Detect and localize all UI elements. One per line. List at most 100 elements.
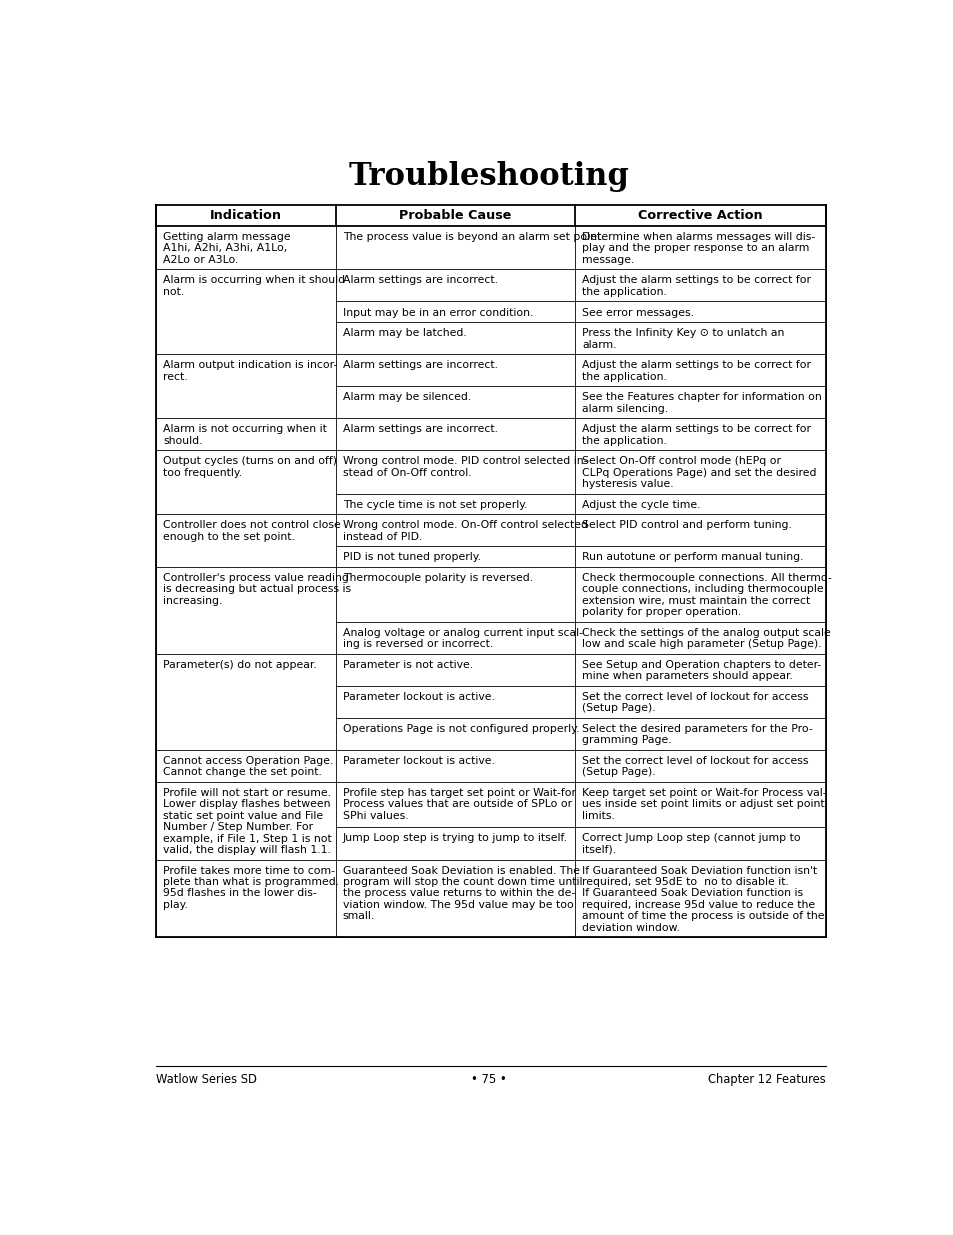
Text: Guaranteed Soak Deviation is enabled. The: Guaranteed Soak Deviation is enabled. Th… [342, 866, 579, 876]
Text: amount of time the process is outside of the: amount of time the process is outside of… [581, 911, 823, 921]
Text: Alarm output indication is incor-: Alarm output indication is incor- [163, 361, 337, 370]
Text: CLPq Operations Page) and set the desired: CLPq Operations Page) and set the desire… [581, 468, 816, 478]
Text: PID is not tuned properly.: PID is not tuned properly. [342, 552, 480, 562]
Text: Determine when alarms messages will dis-: Determine when alarms messages will dis- [581, 232, 814, 242]
Text: hysteresis value.: hysteresis value. [581, 479, 673, 489]
Text: Select PID control and perform tuning.: Select PID control and perform tuning. [581, 520, 791, 530]
Text: Alarm may be latched.: Alarm may be latched. [342, 329, 466, 338]
Text: the application.: the application. [581, 287, 666, 296]
Text: Check the settings of the analog output scale: Check the settings of the analog output … [581, 627, 830, 637]
Text: Getting alarm message: Getting alarm message [163, 232, 291, 242]
Text: Alarm settings are incorrect.: Alarm settings are incorrect. [342, 425, 497, 435]
Text: Profile will not start or resume.: Profile will not start or resume. [163, 788, 331, 798]
Text: Press the Infinity Key ⊙ to unlatch an: Press the Infinity Key ⊙ to unlatch an [581, 329, 783, 338]
Text: (Setup Page).: (Setup Page). [581, 767, 655, 777]
Text: stead of On-Off control.: stead of On-Off control. [342, 468, 471, 478]
Text: Process values that are outside of SPLo or: Process values that are outside of SPLo … [342, 799, 572, 809]
Text: Parameter(s) do not appear.: Parameter(s) do not appear. [163, 659, 316, 669]
Text: Probable Cause: Probable Cause [398, 209, 511, 222]
Text: The process value is beyond an alarm set point.: The process value is beyond an alarm set… [342, 232, 604, 242]
Text: the application.: the application. [581, 436, 666, 446]
Text: Adjust the cycle time.: Adjust the cycle time. [581, 500, 700, 510]
Text: required, set 95dE to  no to disable it.: required, set 95dE to no to disable it. [581, 877, 788, 887]
Text: not.: not. [163, 287, 185, 296]
Text: Alarm may be silenced.: Alarm may be silenced. [342, 393, 471, 403]
Text: SPhi values.: SPhi values. [342, 811, 408, 821]
Text: Cannot change the set point.: Cannot change the set point. [163, 767, 322, 777]
Text: Operations Page is not configured properly.: Operations Page is not configured proper… [342, 724, 578, 734]
Text: A1hi, A2hi, A3hi, A1Lo,: A1hi, A2hi, A3hi, A1Lo, [163, 243, 288, 253]
Text: Set the correct level of lockout for access: Set the correct level of lockout for acc… [581, 756, 807, 766]
Text: limits.: limits. [581, 811, 614, 821]
Text: itself).: itself). [581, 844, 616, 855]
Text: Controller does not control close: Controller does not control close [163, 520, 341, 530]
Text: Alarm settings are incorrect.: Alarm settings are incorrect. [342, 275, 497, 285]
Text: example, if File 1, Step 1 is not: example, if File 1, Step 1 is not [163, 834, 332, 844]
Text: Run autotune or perform manual tuning.: Run autotune or perform manual tuning. [581, 552, 802, 562]
Text: Profile takes more time to com-: Profile takes more time to com- [163, 866, 335, 876]
Text: Adjust the alarm settings to be correct for: Adjust the alarm settings to be correct … [581, 425, 810, 435]
Text: message.: message. [581, 254, 634, 264]
Text: play.: play. [163, 900, 188, 910]
Text: increasing.: increasing. [163, 595, 223, 606]
Text: Input may be in an error condition.: Input may be in an error condition. [342, 308, 533, 317]
Text: small.: small. [342, 911, 375, 921]
Text: Corrective Action: Corrective Action [638, 209, 762, 222]
Text: the application.: the application. [581, 372, 666, 382]
Text: Watlow Series SD: Watlow Series SD [156, 1073, 257, 1086]
Text: valid, the display will flash 1.1.: valid, the display will flash 1.1. [163, 845, 331, 855]
Text: See the Features chapter for information on: See the Features chapter for information… [581, 393, 821, 403]
Text: polarity for proper operation.: polarity for proper operation. [581, 608, 740, 618]
Text: Profile step has target set point or Wait-for: Profile step has target set point or Wai… [342, 788, 576, 798]
Text: 95d flashes in the lower dis-: 95d flashes in the lower dis- [163, 888, 316, 898]
Text: should.: should. [163, 436, 203, 446]
Text: Alarm is not occurring when it: Alarm is not occurring when it [163, 425, 327, 435]
Text: Alarm is occurring when it should: Alarm is occurring when it should [163, 275, 345, 285]
Text: Alarm settings are incorrect.: Alarm settings are incorrect. [342, 361, 497, 370]
Text: Thermocouple polarity is reversed.: Thermocouple polarity is reversed. [342, 573, 533, 583]
Text: If Guaranteed Soak Deviation function is: If Guaranteed Soak Deviation function is [581, 888, 802, 898]
Text: If Guaranteed Soak Deviation function isn't: If Guaranteed Soak Deviation function is… [581, 866, 816, 876]
Text: (Setup Page).: (Setup Page). [581, 703, 655, 714]
Text: Select the desired parameters for the Pro-: Select the desired parameters for the Pr… [581, 724, 812, 734]
Text: gramming Page.: gramming Page. [581, 735, 671, 746]
Text: couple connections, including thermocouple: couple connections, including thermocoup… [581, 584, 822, 594]
Text: The cycle time is not set properly.: The cycle time is not set properly. [342, 500, 527, 510]
Text: enough to the set point.: enough to the set point. [163, 532, 295, 542]
Text: instead of PID.: instead of PID. [342, 532, 422, 542]
Text: too frequently.: too frequently. [163, 468, 242, 478]
Text: ing is reversed or incorrect.: ing is reversed or incorrect. [342, 640, 493, 650]
Text: the process value returns to within the de-: the process value returns to within the … [342, 888, 575, 898]
Text: alarm.: alarm. [581, 340, 616, 350]
Text: See error messages.: See error messages. [581, 308, 693, 317]
Text: Parameter is not active.: Parameter is not active. [342, 659, 473, 669]
Text: deviation window.: deviation window. [581, 923, 679, 932]
Text: Parameter lockout is active.: Parameter lockout is active. [342, 756, 495, 766]
Text: is decreasing but actual process is: is decreasing but actual process is [163, 584, 352, 594]
Text: Output cycles (turns on and off): Output cycles (turns on and off) [163, 456, 337, 467]
Text: A2Lo or A3Lo.: A2Lo or A3Lo. [163, 254, 238, 264]
Text: Troubleshooting: Troubleshooting [348, 162, 629, 193]
Text: See Setup and Operation chapters to deter-: See Setup and Operation chapters to dete… [581, 659, 821, 669]
Text: Wrong control mode. PID control selected in-: Wrong control mode. PID control selected… [342, 456, 587, 467]
Text: Correct Jump Loop step (cannot jump to: Correct Jump Loop step (cannot jump to [581, 832, 800, 842]
Text: low and scale high parameter (Setup Page).: low and scale high parameter (Setup Page… [581, 640, 821, 650]
Text: play and the proper response to an alarm: play and the proper response to an alarm [581, 243, 808, 253]
Text: Adjust the alarm settings to be correct for: Adjust the alarm settings to be correct … [581, 275, 810, 285]
Text: Select On-Off control mode (hEPq or: Select On-Off control mode (hEPq or [581, 456, 781, 467]
Text: rect.: rect. [163, 372, 188, 382]
Text: Indication: Indication [210, 209, 282, 222]
Text: Jump Loop step is trying to jump to itself.: Jump Loop step is trying to jump to itse… [342, 832, 567, 842]
Text: alarm silencing.: alarm silencing. [581, 404, 667, 414]
Text: Wrong control mode. On-Off control selected: Wrong control mode. On-Off control selec… [342, 520, 587, 530]
Text: Check thermocouple connections. All thermo-: Check thermocouple connections. All ther… [581, 573, 831, 583]
Text: viation window. The 95d value may be too: viation window. The 95d value may be too [342, 900, 573, 910]
Text: Set the correct level of lockout for access: Set the correct level of lockout for acc… [581, 692, 807, 701]
Text: ues inside set point limits or adjust set point: ues inside set point limits or adjust se… [581, 799, 823, 809]
Text: Analog voltage or analog current input scal-: Analog voltage or analog current input s… [342, 627, 582, 637]
Text: program will stop the count down time until: program will stop the count down time un… [342, 877, 581, 887]
Text: required, increase 95d value to reduce the: required, increase 95d value to reduce t… [581, 900, 814, 910]
Text: Chapter 12 Features: Chapter 12 Features [707, 1073, 825, 1086]
Text: Adjust the alarm settings to be correct for: Adjust the alarm settings to be correct … [581, 361, 810, 370]
Text: Keep target set point or Wait-for Process val-: Keep target set point or Wait-for Proces… [581, 788, 825, 798]
